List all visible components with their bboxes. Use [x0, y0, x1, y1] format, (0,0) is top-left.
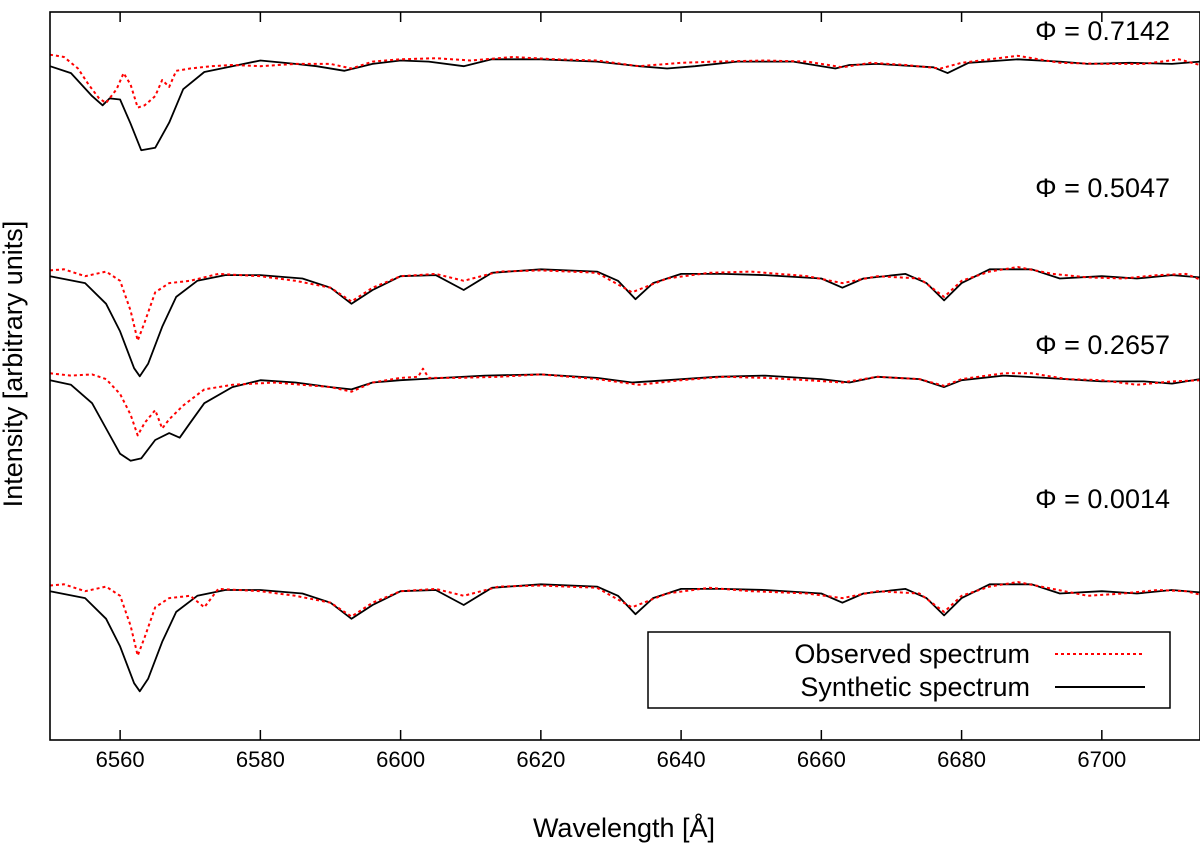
phase-label: Φ = 0.5047	[1035, 173, 1170, 203]
x-tick-label: 6580	[236, 747, 285, 772]
phase-label: Φ = 0.7142	[1035, 16, 1170, 46]
x-tick-label: 6680	[937, 747, 986, 772]
synthetic-spectrum-line	[49, 58, 1200, 152]
x-tick-label: 6660	[797, 747, 846, 772]
x-tick-label: 6620	[516, 747, 565, 772]
legend-label-observed: Observed spectrum	[794, 639, 1030, 669]
x-tick-label: 6640	[657, 747, 706, 772]
tick-marks: 6560 6580 6600 6620 6640 6660 6680 6700	[96, 12, 1126, 772]
legend-label-synthetic: Synthetic spectrum	[800, 672, 1030, 702]
x-axis-label: Wavelength [Å]	[533, 812, 715, 843]
synthetic-spectrum-line	[49, 268, 1200, 378]
observed-spectrum-line	[49, 367, 1200, 437]
observed-spectrum-line	[49, 266, 1200, 342]
synthetic-spectrum-line	[49, 373, 1200, 462]
x-tick-label: 6560	[96, 747, 145, 772]
synthetic-spectrum-line	[49, 583, 1200, 693]
observed-spectrum-line	[49, 53, 1200, 109]
series-lines	[49, 53, 1200, 693]
legend: Observed spectrum Synthetic spectrum	[647, 631, 1171, 709]
plot-frame	[49, 11, 1200, 741]
observed-spectrum-line	[49, 581, 1200, 657]
y-axis-label: Intensity [arbitrary units]	[0, 221, 28, 508]
phase-label: Φ = 0.0014	[1035, 484, 1170, 514]
x-tick-label: 6600	[376, 747, 425, 772]
phase-label: Φ = 0.2657	[1035, 330, 1170, 360]
x-tick-label: 6700	[1077, 747, 1126, 772]
legend-box	[647, 631, 1171, 709]
